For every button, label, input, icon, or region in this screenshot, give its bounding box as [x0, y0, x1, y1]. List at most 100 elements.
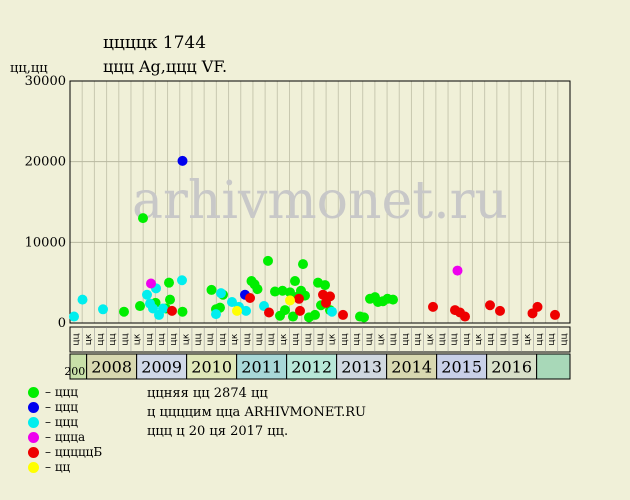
data-point — [177, 306, 188, 317]
legend: – ццц – ццц – ццц – ццца – цццццБ – цц — [28, 385, 102, 475]
y-tick-label: 0 — [58, 316, 66, 331]
plot-frame — [69, 80, 571, 324]
data-point — [167, 305, 177, 316]
data-point — [295, 305, 305, 316]
month-label: цц — [340, 333, 350, 345]
data-point — [270, 286, 280, 297]
year-band — [286, 353, 338, 380]
data-point — [388, 294, 398, 305]
year-label: 2012 — [291, 358, 332, 377]
month-label: цк — [84, 333, 94, 345]
month-label: цк — [279, 333, 289, 345]
year-label: 2010 — [191, 358, 232, 377]
data-point — [206, 284, 217, 295]
legend-dot-icon — [28, 447, 39, 458]
month-label: цц — [413, 333, 423, 345]
legend-label: – ццц — [45, 415, 78, 429]
info-line-last-price: ццняя цц 2874 цц — [147, 386, 268, 401]
month-label: цк — [133, 333, 143, 345]
data-point — [164, 277, 174, 288]
month-label: цц — [352, 333, 362, 345]
month-label: цц — [401, 333, 411, 345]
month-label: цц — [120, 333, 130, 345]
data-point — [142, 289, 152, 300]
data-point — [338, 309, 348, 320]
data-point — [232, 305, 242, 316]
month-label: цц — [72, 333, 82, 345]
data-point — [550, 309, 560, 320]
data-point — [288, 311, 298, 322]
legend-item: – ццц — [28, 400, 102, 415]
data-point — [285, 287, 295, 298]
year-label: 2016 — [491, 358, 532, 377]
data-point — [216, 288, 226, 299]
data-point — [146, 278, 156, 289]
year-band — [236, 353, 288, 380]
legend-label: – цц — [45, 460, 71, 474]
legend-label: – ццц — [45, 400, 78, 414]
data-point — [138, 213, 148, 224]
month-label: цц — [96, 333, 106, 345]
year-label: 2008 — [91, 358, 132, 377]
month-label: цк — [181, 333, 191, 345]
month-label: цк — [230, 333, 240, 345]
legend-label: – цццццБ — [45, 445, 103, 459]
month-label: цц — [535, 333, 545, 345]
year-label: 2013 — [341, 358, 382, 377]
data-point — [320, 280, 330, 291]
month-label: цц — [145, 333, 155, 345]
month-label: цц — [108, 333, 118, 345]
month-label: цц — [450, 333, 460, 345]
month-label: цц — [218, 333, 228, 345]
data-point — [69, 311, 79, 322]
month-label: цц — [462, 333, 472, 345]
month-label: цц — [437, 333, 447, 345]
year-band — [86, 353, 138, 380]
month-label: цц — [267, 333, 277, 345]
data-point — [241, 305, 251, 316]
month-label: цц — [206, 333, 216, 345]
data-point — [532, 301, 543, 312]
legend-item: – цц — [28, 460, 102, 475]
chart-subtitle: ццц Ag,ццц VF. — [103, 57, 228, 76]
legend-item: – цццццБ — [28, 445, 102, 460]
month-label: цк — [523, 333, 533, 345]
data-point — [327, 306, 337, 317]
data-point — [252, 284, 263, 295]
data-point — [277, 285, 288, 296]
data-point — [119, 306, 129, 317]
data-point — [294, 293, 304, 304]
data-point — [298, 259, 308, 270]
month-label: цц — [157, 333, 167, 345]
data-point — [263, 255, 273, 266]
year-band — [186, 353, 238, 380]
legend-label: – ццца — [45, 430, 86, 444]
y-axis-unit: цц,цц — [10, 61, 48, 76]
month-label: цц — [255, 333, 265, 345]
year-band — [536, 353, 571, 380]
data-point — [495, 305, 505, 316]
month-label: цц — [194, 333, 204, 345]
data-point — [460, 311, 470, 322]
data-point — [428, 301, 438, 312]
month-label: цц — [547, 333, 557, 345]
month-label: цц — [291, 333, 301, 345]
month-label: цц — [389, 333, 399, 345]
data-point — [485, 300, 495, 311]
info-line-date: ццц ц 20 ця 2017 цц. — [147, 424, 289, 439]
month-label: цк — [474, 333, 484, 345]
data-point — [177, 275, 187, 286]
month-label: цц — [303, 333, 313, 345]
month-label: цц — [498, 333, 508, 345]
month-label: цк — [328, 333, 338, 345]
legend-dot-icon — [28, 432, 39, 443]
month-label: цц — [511, 333, 521, 345]
legend-dot-icon — [28, 387, 39, 398]
data-point — [227, 297, 237, 308]
year-band — [136, 353, 188, 380]
data-point — [245, 292, 255, 303]
data-point — [148, 303, 158, 314]
legend-dot-icon — [28, 417, 39, 428]
data-point — [310, 309, 320, 320]
month-label: цц — [364, 333, 374, 345]
